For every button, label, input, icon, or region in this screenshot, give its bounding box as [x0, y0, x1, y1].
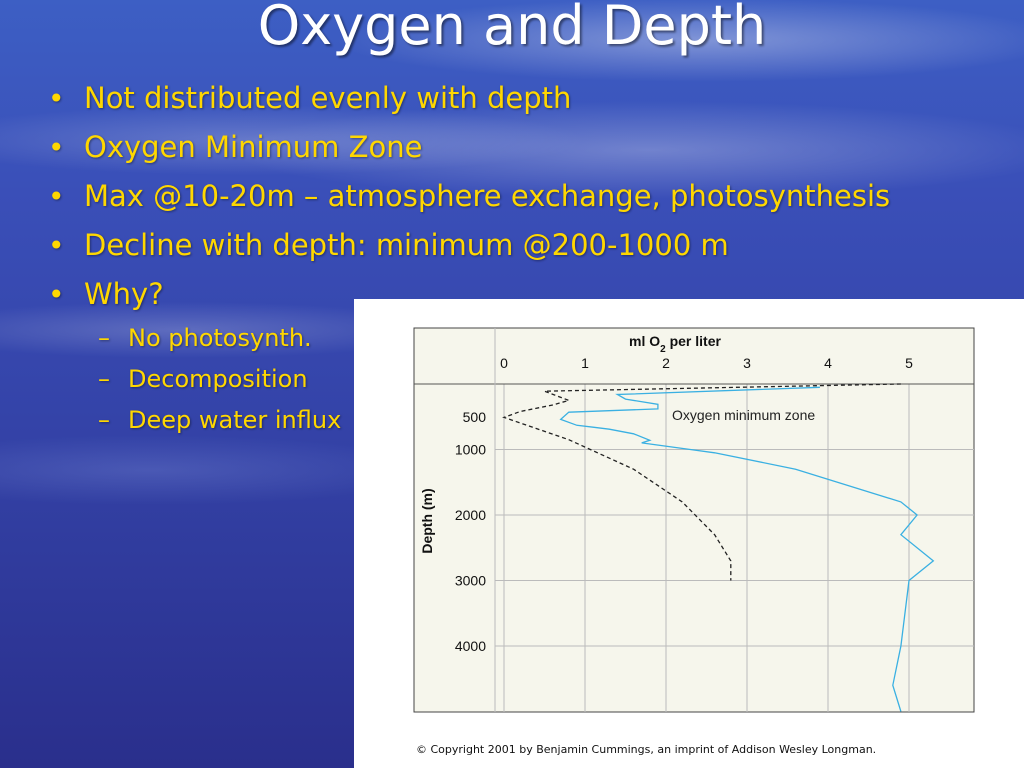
bullet-text: Decline with depth: minimum @200-1000 m [84, 228, 729, 262]
bullet-text: Oxygen Minimum Zone [84, 130, 423, 164]
bullet-text: Max @10-20m – atmosphere exchange, photo… [84, 179, 891, 213]
sub-bullet-list: – No photosynth. – Decomposition – Deep wat… [98, 318, 341, 441]
figure-panel: ml O2 per liter 0 1 2 3 4 5 500 1000 2000 3000 4000… [354, 299, 1024, 768]
y-tick-label: 3000 [455, 573, 486, 589]
chart-title: ml O2 per liter [629, 333, 721, 355]
bullet-item: • Why? [44, 270, 890, 319]
bullet-dot-icon: • [48, 229, 65, 262]
bullet-item: • Oxygen Minimum Zone [44, 123, 890, 172]
bullet-list: • Not distributed evenly with depth • Oxyg… [44, 74, 890, 319]
oxygen-minimum-zone-annotation: Oxygen minimum zone [672, 407, 815, 423]
y-tick-label: 1000 [455, 442, 486, 458]
sub-bullet-item: – No photosynth. [98, 318, 341, 359]
sub-bullet-text: Deep water influx [128, 406, 342, 434]
chart-frame [413, 327, 975, 713]
bullet-dot-icon: • [48, 131, 65, 164]
y-axis-label: Depth (m) [419, 488, 435, 553]
oxygen-depth-chart: ml O2 per liter 0 1 2 3 4 5 500 1000 2000 3000 4000… [413, 327, 975, 713]
dashed-oxygen-profile-line [502, 383, 901, 581]
solid-oxygen-profile-line [559, 386, 935, 712]
bullet-item: • Not distributed evenly with depth [44, 74, 890, 123]
y-tick-label: 2000 [455, 507, 486, 523]
dash-icon: – [98, 324, 110, 352]
slide-title: Oxygen and Depth [257, 0, 767, 57]
bullet-item: • Decline with depth: minimum @200-1000 m [44, 221, 890, 270]
copyright-text: © Copyright 2001 by Benjamin Cummings, a… [416, 743, 877, 756]
bullet-item: • Max @10-20m – atmosphere exchange, phot… [44, 172, 890, 221]
bullet-text: Not distributed evenly with depth [84, 81, 572, 115]
x-tick-label: 4 [824, 355, 832, 371]
bullet-dot-icon: • [48, 82, 65, 115]
x-tick-label: 0 [500, 355, 508, 371]
x-tick-label: 5 [905, 355, 913, 371]
sub-bullet-item: – Decomposition [98, 359, 341, 400]
bullet-dot-icon: • [48, 180, 65, 213]
y-tick-label: 500 [463, 409, 487, 425]
sub-bullet-text: No photosynth. [128, 324, 312, 352]
x-tick-label: 2 [662, 355, 670, 371]
sub-bullet-text: Decomposition [128, 365, 308, 393]
x-tick-label: 3 [743, 355, 751, 371]
bullet-dot-icon: • [48, 278, 65, 311]
dash-icon: – [98, 365, 110, 393]
x-tick-label: 1 [581, 355, 589, 371]
y-tick-label: 4000 [455, 638, 486, 654]
bullet-text: Why? [84, 277, 164, 311]
sub-bullet-item: – Deep water influx [98, 400, 341, 441]
dash-icon: – [98, 406, 110, 434]
